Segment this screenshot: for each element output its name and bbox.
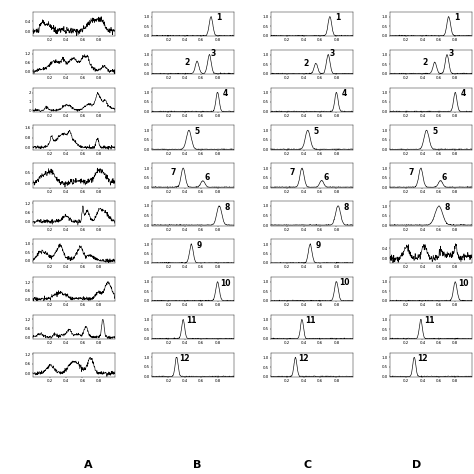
Text: 6: 6 — [442, 173, 447, 182]
Text: 12: 12 — [417, 354, 428, 363]
Text: 3: 3 — [330, 49, 335, 58]
Text: 6: 6 — [204, 173, 210, 182]
Text: 11: 11 — [305, 316, 315, 325]
Text: 4: 4 — [461, 89, 466, 98]
Text: 9: 9 — [197, 241, 202, 250]
Text: 10: 10 — [458, 279, 469, 288]
Text: 1: 1 — [217, 13, 222, 22]
Text: 7: 7 — [290, 168, 295, 177]
Text: 4: 4 — [342, 89, 347, 98]
Text: 5: 5 — [194, 127, 200, 136]
Text: 7: 7 — [408, 168, 414, 177]
Text: 3: 3 — [448, 49, 454, 58]
Text: 9: 9 — [316, 241, 321, 250]
Text: 2: 2 — [422, 58, 428, 67]
Text: 7: 7 — [171, 168, 176, 177]
Text: 1: 1 — [336, 13, 341, 22]
Text: 5: 5 — [313, 127, 319, 136]
Text: 6: 6 — [323, 173, 328, 182]
Text: A: A — [84, 460, 92, 470]
Text: 12: 12 — [180, 354, 190, 363]
Text: 2: 2 — [185, 58, 190, 67]
Text: 3: 3 — [211, 48, 216, 57]
Text: 8: 8 — [225, 202, 230, 211]
Text: 2: 2 — [303, 59, 309, 68]
Text: 11: 11 — [424, 316, 434, 325]
Text: 1: 1 — [454, 13, 459, 22]
Text: 11: 11 — [186, 316, 197, 325]
Text: 8: 8 — [344, 202, 349, 211]
Text: D: D — [412, 460, 421, 470]
Text: 12: 12 — [298, 354, 309, 363]
Text: 8: 8 — [444, 203, 450, 212]
Text: 10: 10 — [220, 279, 231, 288]
Text: 5: 5 — [432, 127, 438, 136]
Text: C: C — [303, 460, 311, 470]
Text: 10: 10 — [339, 278, 350, 287]
Text: 4: 4 — [223, 89, 228, 98]
Text: B: B — [193, 460, 202, 470]
